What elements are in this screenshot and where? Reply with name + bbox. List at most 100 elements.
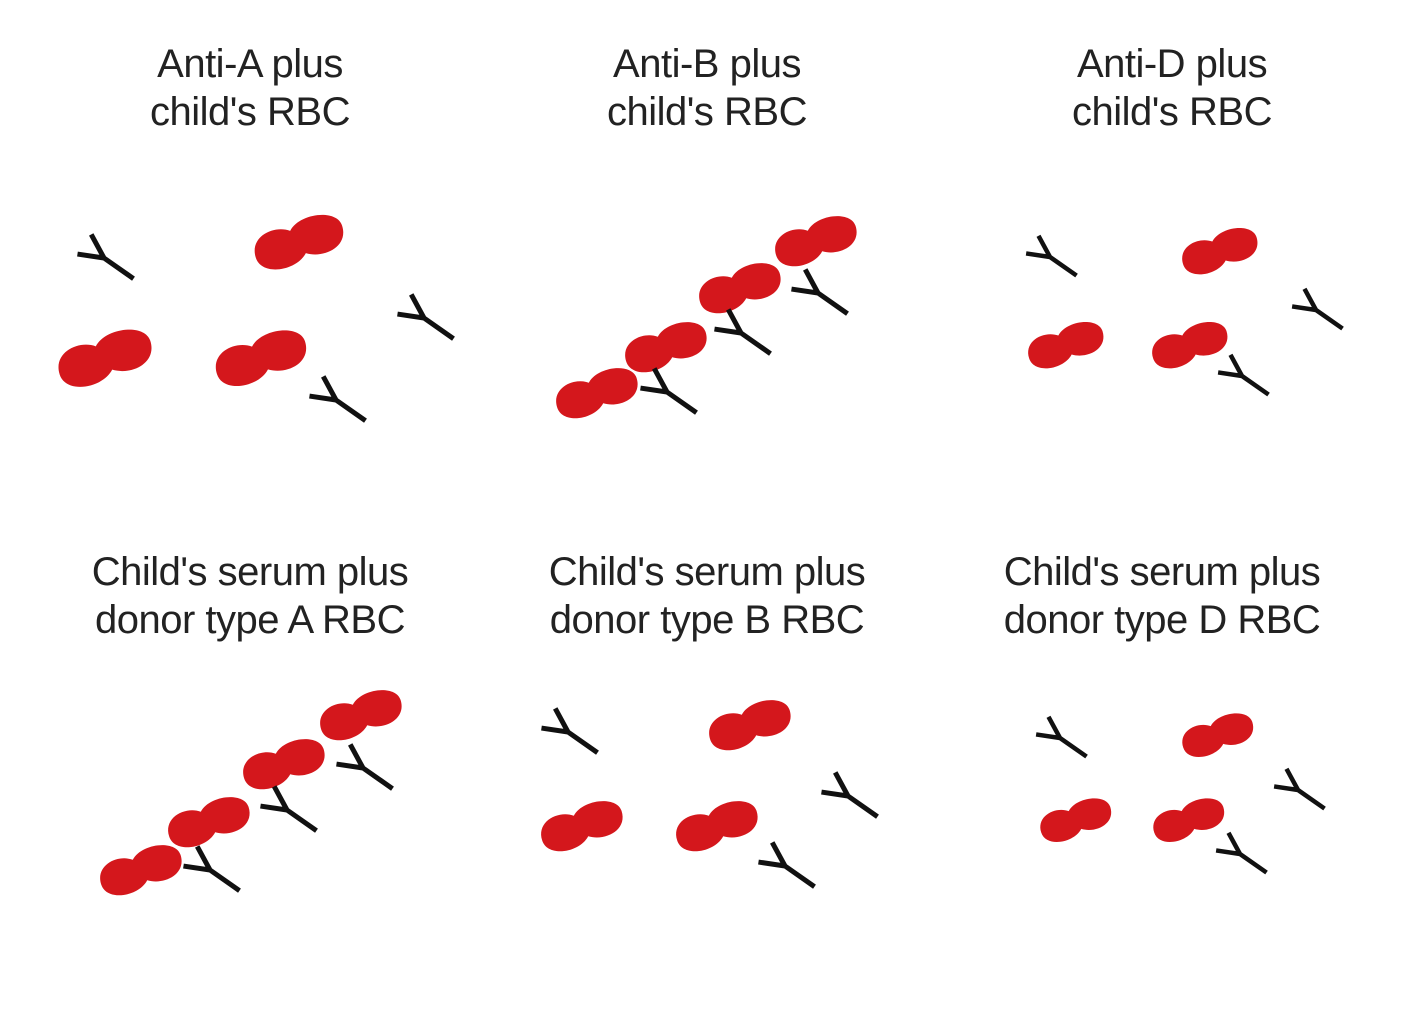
rbc-scene-agglutinated <box>100 690 402 896</box>
rbc-cell-body <box>541 801 623 852</box>
rbc-cell-body <box>100 845 182 896</box>
panel-serum-b: Child's serum plus donor type B RBC <box>487 548 927 1028</box>
caption-line-1: Anti-B plus <box>613 42 801 86</box>
antibody-crosslink <box>260 785 318 833</box>
antibody-y-shape <box>397 293 455 341</box>
antibody <box>1291 287 1344 331</box>
caption-line-1: Child's serum plus <box>1003 550 1321 594</box>
rbc-scene-separate <box>1025 227 1344 397</box>
rbc-cell <box>699 263 781 314</box>
antibody-y-shape <box>1025 234 1078 278</box>
panel-caption: Child's serum plus donor type A RBC <box>30 548 470 644</box>
rbc-cell <box>1028 321 1104 369</box>
caption-line-2: donor type B RBC <box>549 598 865 642</box>
antibody-crosslink <box>714 308 772 356</box>
rbc-cell-body <box>709 700 791 751</box>
antibody <box>1025 234 1078 278</box>
rbc-cell-body <box>320 690 402 741</box>
rbc-cell <box>243 739 325 790</box>
caption-line-2: child's RBC <box>1072 90 1272 134</box>
antibody-y-shape <box>1035 715 1088 759</box>
antibody-y-shape <box>1273 767 1326 811</box>
antibody <box>758 841 816 889</box>
antibody-y-shape <box>640 367 698 415</box>
antibody <box>1215 831 1268 875</box>
panel-caption: Anti-D plus child's RBC <box>962 40 1382 136</box>
antibody-y-shape <box>77 233 135 281</box>
caption-line-2: child's RBC <box>150 90 350 134</box>
antibody <box>1217 353 1270 397</box>
rbc-cell <box>1153 798 1225 842</box>
rbc-cell <box>1182 227 1258 275</box>
rbc-cell-body <box>168 797 250 848</box>
antibody-y-shape <box>714 308 772 356</box>
antibody-y-shape <box>821 771 879 819</box>
rbc-cell-body <box>1182 227 1258 275</box>
rbc-cell <box>1040 798 1112 842</box>
rbc-cell <box>775 216 857 267</box>
rbc-cell <box>215 330 307 387</box>
panel-anti-b: Anti-B plus child's RBC <box>487 40 927 520</box>
rbc-cell <box>1152 321 1228 369</box>
rbc-cell-body <box>556 368 638 419</box>
rbc-cell <box>541 801 623 852</box>
rbc-cell-body <box>1182 713 1254 757</box>
antibody-y-shape <box>541 707 599 755</box>
antibody <box>77 233 135 281</box>
antibody-crosslink <box>336 743 394 791</box>
antibody-y-shape <box>758 841 816 889</box>
caption-line-1: Child's serum plus <box>91 550 409 594</box>
rbc-scene-separate <box>1035 713 1326 875</box>
rbc-cell-body <box>254 214 344 270</box>
rbc-cell-body <box>1152 321 1228 369</box>
rbc-cell-body <box>775 216 857 267</box>
panel-caption: Anti-B plus child's RBC <box>487 40 927 136</box>
panel-serum-d: Child's serum plus donor type D RBC <box>962 548 1402 1028</box>
rbc-cell-body <box>1153 798 1225 842</box>
rbc-cell <box>709 700 791 751</box>
caption-line-1: Anti-A plus <box>157 42 343 86</box>
panel-caption: Child's serum plus donor type D RBC <box>962 548 1362 644</box>
rbc-cell <box>1182 713 1254 757</box>
antibody-y-shape <box>791 268 849 316</box>
rbc-cell-body <box>1028 321 1104 369</box>
antibody-y-shape <box>1215 831 1268 875</box>
caption-line-1: Anti-D plus <box>1076 42 1268 86</box>
rbc-cell <box>254 214 344 270</box>
rbc-scene-agglutinated <box>556 216 857 419</box>
antibody-y-shape <box>1217 353 1270 397</box>
panel-anti-d: Anti-D plus child's RBC <box>962 40 1402 520</box>
antibody-crosslink <box>791 268 849 316</box>
panel-caption: Child's serum plus donor type B RBC <box>487 548 927 644</box>
rbc-cell-body <box>676 801 758 852</box>
antibody-crosslink <box>183 845 241 893</box>
panel-anti-a: Anti-A plus child's RBC <box>30 40 470 520</box>
antibody-y-shape <box>336 743 394 791</box>
rbc-cell-body <box>625 322 707 373</box>
antibody <box>309 375 367 423</box>
rbc-cell <box>676 801 758 852</box>
antibody-crosslink <box>640 367 698 415</box>
antibody-y-shape <box>183 845 241 893</box>
panel-caption: Anti-A plus child's RBC <box>30 40 470 136</box>
antibody <box>397 293 455 341</box>
rbc-scene-separate <box>58 214 455 423</box>
antibody <box>541 707 599 755</box>
antibody-y-shape <box>260 785 318 833</box>
caption-line-1: Child's serum plus <box>548 550 866 594</box>
rbc-cell-body <box>1040 798 1112 842</box>
rbc-cell <box>58 329 152 387</box>
rbc-cell-body <box>699 263 781 314</box>
rbc-cell <box>168 797 250 848</box>
rbc-cell-body <box>215 330 307 387</box>
rbc-cell <box>556 368 638 419</box>
antibody <box>1035 715 1088 759</box>
caption-line-2: child's RBC <box>607 90 807 134</box>
antibody-y-shape <box>1291 287 1344 331</box>
panel-serum-a: Child's serum plus donor type A RBC <box>30 548 470 1028</box>
antibody-y-shape <box>309 375 367 423</box>
caption-line-2: donor type D RBC <box>1003 598 1321 642</box>
caption-line-2: donor type A RBC <box>95 598 405 642</box>
rbc-cell-body <box>243 739 325 790</box>
rbc-cell <box>320 690 402 741</box>
